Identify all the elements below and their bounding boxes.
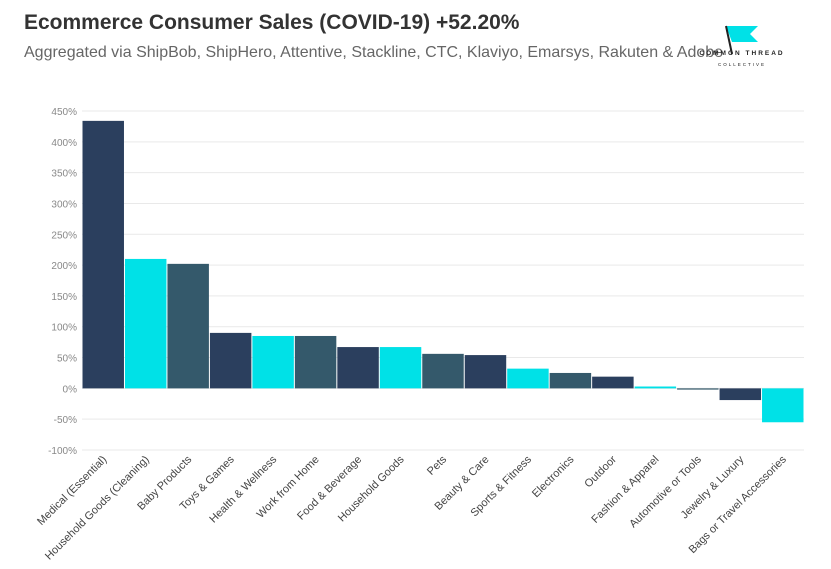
chart-title: Ecommerce Consumer Sales (COVID-19) +52.… xyxy=(24,11,520,34)
x-axis-ticks: Medical (Essential)Household Goods (Clea… xyxy=(35,453,789,562)
logo-name: COMMON THREAD xyxy=(699,50,785,57)
bar xyxy=(82,120,124,389)
x-tick-label: Outdoor xyxy=(582,453,619,490)
bar xyxy=(719,388,762,401)
y-tick-label: 400% xyxy=(51,138,77,149)
x-tick-label: Pets xyxy=(425,453,449,477)
y-tick-label: 150% xyxy=(51,292,77,303)
bar xyxy=(762,388,804,423)
bar xyxy=(379,347,422,389)
y-tick-label: 0% xyxy=(63,384,78,395)
bar xyxy=(337,347,379,389)
y-axis-ticks: -100% -50% 0% 50% 100% 150% 200% 250% 300% 350% 40… xyxy=(48,107,77,457)
y-tick-label: 450% xyxy=(51,107,77,118)
bar xyxy=(422,353,464,389)
brand-logo: COMMON THREAD COLLECTIVE xyxy=(692,24,797,72)
chart-subtitle: Aggregated via ShipBob, ShipHero, Attent… xyxy=(24,44,724,61)
y-tick-label: 50% xyxy=(57,354,77,365)
x-tick-label: Medical (Essential) xyxy=(35,454,109,528)
bar xyxy=(677,388,719,390)
bar xyxy=(124,258,167,389)
y-tick-label: 100% xyxy=(51,323,77,334)
bar xyxy=(634,386,677,389)
flag-logo-icon xyxy=(725,25,758,54)
y-tick-label: 200% xyxy=(51,261,77,272)
y-tick-label: 350% xyxy=(51,169,77,180)
bars xyxy=(82,120,804,423)
x-tick-label: Electronics xyxy=(530,453,577,500)
bar xyxy=(294,335,337,389)
bar xyxy=(209,332,252,389)
y-tick-label: -100% xyxy=(48,446,77,457)
bar xyxy=(549,372,592,389)
logo-subname: COLLECTIVE xyxy=(717,62,766,67)
bar xyxy=(592,376,634,389)
y-tick-label: -50% xyxy=(54,415,77,426)
bar xyxy=(464,355,507,389)
y-tick-label: 300% xyxy=(51,199,77,210)
x-tick-label: Automotive or Tools xyxy=(627,453,704,530)
bar xyxy=(167,263,209,389)
y-tick-label: 250% xyxy=(51,230,77,241)
bar xyxy=(507,368,549,389)
bar xyxy=(252,335,294,389)
